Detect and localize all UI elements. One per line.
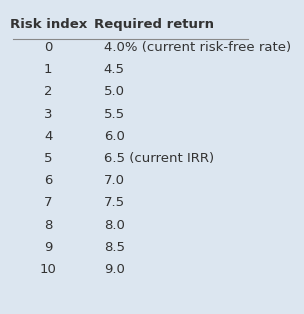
Text: 5.0: 5.0 — [104, 85, 125, 98]
Text: 9.0: 9.0 — [104, 263, 125, 276]
Text: 6.0: 6.0 — [104, 130, 125, 143]
Text: 7.0: 7.0 — [104, 174, 125, 187]
Text: 1: 1 — [44, 63, 53, 76]
Text: 4.0% (current risk-free rate): 4.0% (current risk-free rate) — [104, 41, 291, 54]
Text: 0: 0 — [44, 41, 53, 54]
Text: 4.5: 4.5 — [104, 63, 125, 76]
Text: 7: 7 — [44, 197, 53, 209]
Text: Risk index: Risk index — [10, 18, 87, 31]
Text: 2: 2 — [44, 85, 53, 98]
Text: 8: 8 — [44, 219, 53, 232]
Text: Required return: Required return — [94, 18, 214, 31]
Text: 7.5: 7.5 — [104, 197, 125, 209]
Text: 9: 9 — [44, 241, 53, 254]
Text: 6: 6 — [44, 174, 53, 187]
Text: 4: 4 — [44, 130, 53, 143]
Text: 10: 10 — [40, 263, 57, 276]
Text: 3: 3 — [44, 108, 53, 121]
Text: 8.0: 8.0 — [104, 219, 125, 232]
Text: 6.5 (current IRR): 6.5 (current IRR) — [104, 152, 214, 165]
Text: 8.5: 8.5 — [104, 241, 125, 254]
Text: 5.5: 5.5 — [104, 108, 125, 121]
Text: 5: 5 — [44, 152, 53, 165]
